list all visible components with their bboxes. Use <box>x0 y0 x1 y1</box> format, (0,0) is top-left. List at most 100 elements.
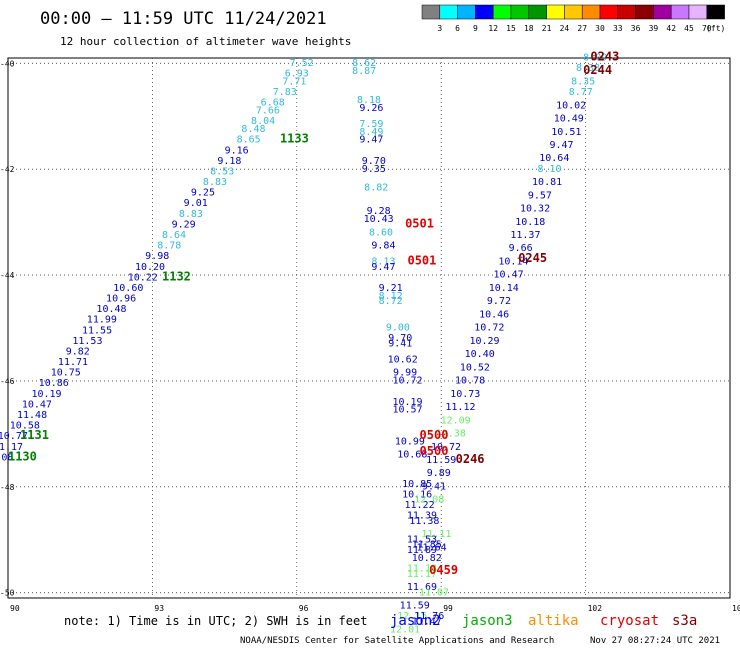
wave-height-label: 8.77 <box>569 87 593 98</box>
wave-height-label: 10.14 <box>498 256 528 267</box>
wave-height-label: 10.18 <box>515 217 545 228</box>
wave-height-label: 12.38 <box>436 429 466 440</box>
wave-height-label: 8.64 <box>162 230 186 241</box>
pass-time-label: 0245 <box>518 251 547 265</box>
wave-height-label: 8.10 <box>537 164 561 175</box>
wave-height-label: 9.00 <box>386 323 410 334</box>
data-points: 7.526.937.717.836.687.668.048.488.659.16… <box>0 53 607 636</box>
colorbar-label: 15 <box>506 24 516 33</box>
colorbar-swatch <box>528 4 547 20</box>
wave-height-label: 10.20 <box>135 262 165 273</box>
wave-height-label: 9.89 <box>427 468 451 479</box>
wave-height-label: 11.53 <box>72 336 102 347</box>
time-labels: 1133 1132 1131 1130 0501 0501 0500 0500 0459 0243… <box>8 50 619 578</box>
wave-height-label: 10.32 <box>520 204 550 215</box>
wave-height-label: 9.25 <box>191 188 215 199</box>
colorbar-label: 6 <box>455 24 460 33</box>
y-tick-label: -44 <box>0 271 15 280</box>
pass-time-label: 1132 <box>162 269 191 283</box>
wave-height-label: 12.01 <box>390 624 420 635</box>
wave-height-label: 10.72 <box>474 323 504 334</box>
wave-height-label: 11.48 <box>17 410 47 421</box>
wave-height-label: 11.55 <box>82 325 112 336</box>
wave-height-label: 9.99 <box>393 368 417 379</box>
wave-height-label: 10.43 <box>364 214 394 225</box>
wave-height-label: 10.78 <box>455 376 485 387</box>
colorbar-label: 12 <box>488 24 498 33</box>
wave-height-label: 10.47 <box>494 270 524 281</box>
plot-frame <box>7 57 731 599</box>
wave-height-label: 11.18 <box>407 564 437 575</box>
wave-height-label: 9.82 <box>66 346 90 357</box>
wave-height-label: 10.40 <box>465 349 495 360</box>
wave-height-label: 10.96 <box>106 294 136 305</box>
wave-height-label: 11.08 <box>0 452 13 463</box>
pass-time-label: 0500 <box>420 444 449 458</box>
colorbar-swatch <box>706 4 725 20</box>
wave-height-label: 8.78 <box>157 241 181 252</box>
pass-time-label: 1130 <box>8 449 37 463</box>
satellite-legend-jason2: jason2 <box>390 613 441 629</box>
wave-height-label: 10.99 <box>395 436 425 447</box>
wave-height-label: 8.48 <box>241 124 265 135</box>
wave-height-label: 11.99 <box>87 315 117 326</box>
wave-height-label: 11.85 <box>412 540 442 551</box>
wave-height-label: 9.28 <box>367 206 391 217</box>
x-tick-label: 90 <box>10 604 20 613</box>
pass-time-label: 1133 <box>280 132 309 146</box>
wave-height-label: 11.17 <box>407 569 437 580</box>
wave-height-label: 10.62 <box>388 354 418 365</box>
wave-height-label: 8.12 <box>379 291 403 302</box>
wave-height-label: 7.52 <box>290 58 314 69</box>
colorbar-label: 3 <box>437 24 442 33</box>
wave-height-label: 10.22 <box>128 272 158 283</box>
wave-height-label: 8.35 <box>571 76 595 87</box>
pass-time-label: 0500 <box>420 428 449 442</box>
wave-height-label: 9.21 <box>379 283 403 294</box>
wave-height-label: 11.59 <box>426 455 456 466</box>
colorbar-label: 42 <box>666 24 676 33</box>
wave-height-label: 10.68 <box>397 450 427 461</box>
x-tick-label: 93 <box>154 604 164 613</box>
wave-height-label: 9.47 <box>359 135 383 146</box>
wave-height-label: 8.53 <box>210 166 234 177</box>
wave-height-label: 9.26 <box>359 103 383 114</box>
wave-height-label: 8.13 <box>371 256 395 267</box>
wave-height-label: 10.16 <box>402 489 432 500</box>
wave-height-label: 10.57 <box>392 405 422 416</box>
pass-time-label: 0501 <box>407 253 436 267</box>
colorbar-swatch <box>635 4 654 20</box>
wave-height-label: 7.71 <box>282 76 306 87</box>
wave-height-label: 10.14 <box>489 283 519 294</box>
wave-height-label: 10.19 <box>392 397 422 408</box>
colorbar-label: 45 <box>684 24 694 33</box>
wave-height-label: 9.41 <box>422 481 446 492</box>
colorbar-swatch <box>475 4 494 20</box>
colorbar-swatch <box>492 4 512 20</box>
wave-height-label: 7.59 <box>359 119 383 130</box>
wave-height-label: 10.75 <box>51 368 81 379</box>
wave-height-label: 10.49 <box>554 114 584 125</box>
wave-height-label: 8.18 <box>357 95 381 106</box>
colorbar-swatch <box>421 4 441 20</box>
colorbar-swatch <box>653 4 672 20</box>
colorbar-label: 70 <box>702 24 712 33</box>
chart-subtitle: 12 hour collection of altimeter wave hei… <box>60 35 351 48</box>
wave-height-label: 9.41 <box>388 339 412 350</box>
wave-height-label: 11.89 <box>407 545 437 556</box>
wave-height-label: 10.73 <box>450 389 480 400</box>
colorbar-swatch <box>581 4 601 20</box>
wave-height-label: 10.64 <box>539 153 569 164</box>
wave-height-label: 7.83 <box>273 87 297 98</box>
wave-height-label: 10.02 <box>556 100 586 111</box>
wave-height-label: 8.83 <box>179 209 203 220</box>
satellite-legend: jason2 jason3 altika cryosat s3a <box>390 613 697 629</box>
wave-height-label: 10.77 <box>0 431 28 442</box>
wave-height-label: 10.86 <box>39 378 69 389</box>
wave-height-label: 10.81 <box>532 177 562 188</box>
x-tick-label: 99 <box>443 604 453 613</box>
wave-height-label: 12.15 <box>397 611 427 622</box>
wave-height-label: 9.01 <box>184 198 208 209</box>
wave-height-label: 11.22 <box>404 500 434 511</box>
